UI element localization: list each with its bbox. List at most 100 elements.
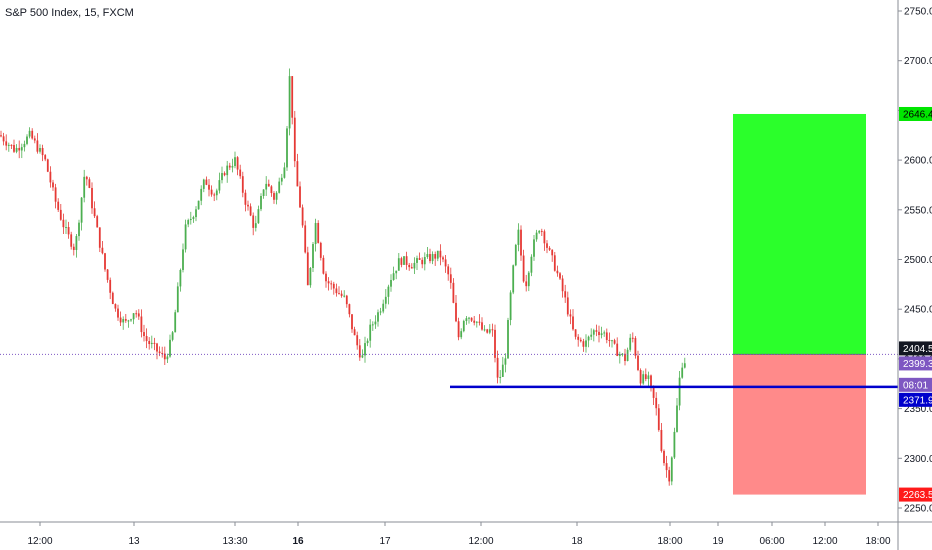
- candle: [254, 215, 257, 232]
- candle: [639, 368, 642, 386]
- candle: [119, 311, 122, 327]
- candle: [356, 331, 359, 350]
- candle: [449, 267, 452, 289]
- time-axis[interactable]: 12:00 13 13:30 16 17 12:00 18 18:00 19 06:00 12:00…: [27, 522, 891, 547]
- candle: [366, 338, 369, 347]
- candle: [504, 353, 507, 373]
- candle-timer-tag: 08:01: [899, 377, 932, 392]
- candle: [195, 206, 197, 222]
- candle: [241, 171, 244, 198]
- candle: [13, 139, 15, 154]
- candle: [304, 220, 307, 254]
- candle: [33, 135, 36, 144]
- candle: [527, 271, 530, 292]
- candle: [72, 243, 75, 256]
- candle: [676, 398, 678, 433]
- candle: [26, 134, 28, 146]
- candle: [176, 282, 179, 313]
- candle: [335, 283, 338, 297]
- candle: [590, 328, 593, 341]
- candle: [483, 325, 486, 332]
- candle: [83, 169, 86, 203]
- candle: [39, 144, 41, 154]
- candle: [410, 263, 413, 269]
- candle: [546, 240, 548, 254]
- candle: [390, 274, 392, 292]
- price-tags: 2646.4 2404.5 2399.3 08:01 2371.9 2263.5: [899, 106, 932, 502]
- candle: [423, 252, 426, 271]
- candle: [468, 316, 470, 324]
- candle: [117, 304, 119, 321]
- candle: [611, 339, 613, 348]
- candle: [608, 332, 611, 347]
- candle: [98, 227, 101, 253]
- candle: [218, 172, 221, 194]
- candle: [413, 257, 416, 274]
- candle: [629, 333, 632, 352]
- candle: [306, 246, 309, 286]
- candle: [647, 371, 650, 387]
- candle: [286, 125, 288, 171]
- candle: [618, 351, 621, 364]
- candle: [135, 310, 138, 318]
- candle: [153, 337, 156, 351]
- candle: [657, 404, 660, 432]
- price-tick-label: 2550.0: [904, 205, 932, 216]
- candle: [156, 342, 158, 360]
- candle: [683, 357, 686, 369]
- chart-title: S&P 500 Index, 15, FXCM: [5, 7, 134, 19]
- candle: [598, 325, 600, 343]
- candle: [447, 264, 450, 281]
- candle: [187, 218, 190, 228]
- candle: [384, 289, 387, 309]
- target-zone[interactable]: [733, 113, 866, 355]
- candle: [0, 130, 2, 138]
- svg-text:2371.9: 2371.9: [903, 395, 932, 406]
- candle: [226, 160, 229, 183]
- candle: [478, 314, 481, 326]
- stop-zone[interactable]: [733, 354, 866, 495]
- price-tick-label: 2350.0: [904, 404, 932, 415]
- candle: [488, 324, 491, 335]
- stop-price-tag: 2263.5: [899, 487, 932, 502]
- candle: [257, 205, 260, 224]
- candle: [275, 191, 278, 205]
- candle: [244, 189, 247, 212]
- candle: [166, 353, 169, 363]
- candle: [564, 284, 567, 303]
- candle: [106, 268, 109, 283]
- candle: [163, 346, 166, 365]
- candle: [605, 328, 608, 344]
- candle: [587, 335, 590, 348]
- candle: [582, 338, 585, 352]
- risk-reward-zones[interactable]: [733, 113, 866, 495]
- candle: [559, 271, 561, 280]
- price-tick-label: 2300.0: [904, 454, 932, 465]
- candle: [652, 385, 655, 405]
- candle: [548, 246, 551, 251]
- candle: [205, 176, 208, 186]
- time-tick-label: 06:00: [759, 536, 784, 547]
- candle: [592, 328, 595, 342]
- candle: [236, 156, 239, 176]
- candle: [507, 317, 509, 359]
- candle: [88, 177, 91, 189]
- candle: [202, 178, 205, 193]
- time-tick-label: 17: [379, 536, 391, 547]
- candle: [179, 268, 182, 292]
- candle: [169, 334, 171, 358]
- last-price-tag: 2404.5: [899, 341, 932, 356]
- candle: [215, 188, 218, 201]
- candle: [585, 334, 587, 353]
- candle: [374, 315, 377, 329]
- candle: [556, 265, 559, 277]
- candle: [595, 324, 598, 337]
- candle: [338, 286, 340, 295]
- candle: [2, 132, 5, 146]
- candle: [132, 313, 135, 325]
- candle: [577, 334, 580, 347]
- candle: [572, 309, 574, 331]
- candle: [65, 219, 67, 235]
- candle: [171, 330, 174, 342]
